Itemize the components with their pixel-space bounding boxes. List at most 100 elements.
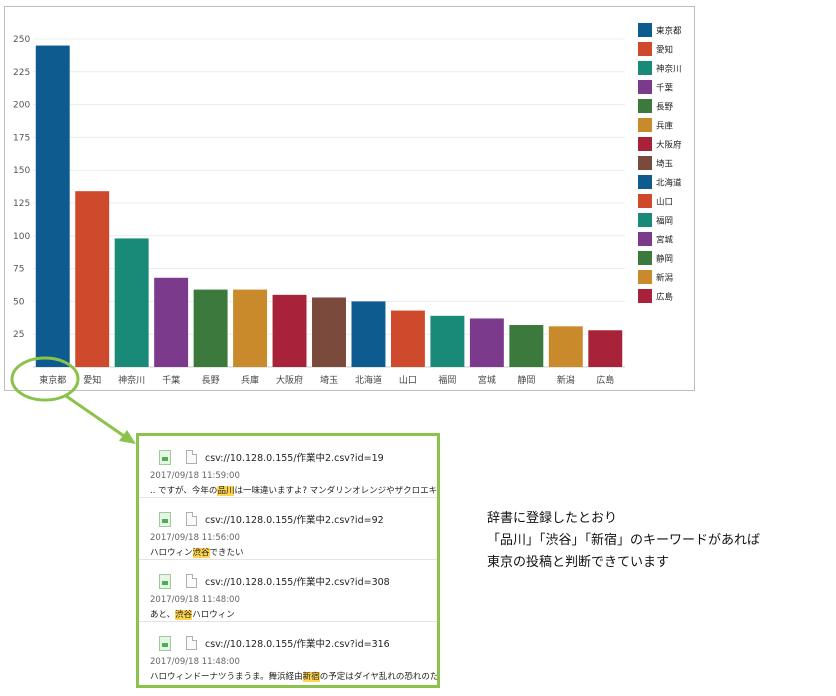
x-tick-label: 福岡	[438, 374, 456, 386]
legend-label: 千葉	[656, 83, 674, 94]
x-tick-label: 東京都	[39, 374, 66, 386]
x-tick-label: 大阪府	[276, 374, 303, 386]
legend-label: 大阪府	[656, 140, 682, 151]
annotation-text: 辞書に登録したとおり 「品川」「渋谷」「新宿」のキーワードがあれば 東京の投稿と…	[487, 508, 827, 574]
x-tick-label: 新潟	[557, 374, 575, 386]
bar	[75, 191, 110, 367]
x-tick-label: 北海道	[355, 374, 382, 386]
bar	[35, 45, 70, 368]
callout-arrowhead	[119, 430, 136, 444]
bar	[548, 326, 583, 367]
bar	[154, 277, 189, 367]
csv-file-icon	[159, 450, 171, 465]
legend-swatch	[638, 137, 652, 151]
bar	[588, 330, 623, 367]
bar	[272, 294, 307, 367]
legend-swatch	[638, 232, 652, 246]
legend-label: 宮城	[656, 235, 674, 246]
legend-swatch	[638, 175, 652, 189]
result-snippet: ハロウィン渋谷できたい	[150, 548, 244, 558]
legend-swatch	[638, 213, 652, 227]
y-tick-label: 50	[13, 297, 25, 307]
result-date: 2017/09/18 11:48:00	[150, 595, 240, 605]
legend-swatch	[638, 23, 652, 37]
csv-file-icon	[159, 574, 171, 589]
x-tick-label: 静岡	[517, 374, 535, 386]
legend-label: 長野	[656, 103, 674, 113]
x-tick-label: 宮城	[478, 374, 496, 386]
bar	[469, 318, 504, 367]
bar	[390, 310, 425, 367]
annotation-line: 東京の投稿と判断できています	[487, 555, 670, 570]
result-item[interactable]: csv://10.128.0.155/作業中2.csv?id=19 2017/0…	[139, 436, 437, 498]
y-tick-label: 125	[13, 199, 30, 209]
y-tick-label: 75	[13, 265, 24, 275]
y-tick-label: 150	[13, 166, 30, 176]
x-tick-label: 愛知	[83, 374, 101, 386]
legend-label: 福岡	[656, 216, 673, 227]
result-snippet: .. ですが、今年の品川は一味違いますよ? マンダリンオレンジやザクロエキスなど…	[150, 486, 437, 496]
y-tick-label: 25	[13, 330, 24, 340]
keyword-highlight: 渋谷	[192, 548, 210, 558]
legend-label: 兵庫	[656, 121, 674, 132]
search-results-panel: csv://10.128.0.155/作業中2.csv?id=19 2017/0…	[136, 433, 440, 688]
keyword-highlight: 新宿	[302, 672, 320, 682]
result-item[interactable]: csv://10.128.0.155/作業中2.csv?id=308 2017/…	[139, 560, 437, 622]
callout-line	[65, 394, 125, 438]
document-icon	[186, 636, 197, 650]
document-icon	[186, 574, 197, 588]
legend-swatch	[638, 251, 652, 265]
result-item[interactable]: csv://10.128.0.155/作業中2.csv?id=92 2017/0…	[139, 498, 437, 560]
legend-swatch	[638, 61, 652, 75]
legend-label: 埼玉	[656, 159, 674, 170]
bar	[312, 297, 346, 367]
x-tick-label: 神奈川	[118, 374, 145, 386]
result-link[interactable]: csv://10.128.0.155/作業中2.csv?id=308	[205, 577, 390, 588]
x-tick-label: 山口	[399, 375, 417, 386]
keyword-highlight: 渋谷	[175, 610, 193, 620]
bar	[114, 238, 149, 367]
document-icon	[186, 450, 197, 464]
bar	[509, 325, 544, 367]
legend-label: 神奈川	[656, 64, 682, 75]
y-tick-label: 200	[13, 101, 30, 111]
y-tick-label: 225	[13, 68, 30, 78]
annotation-line: 「品川」「渋谷」「新宿」のキーワードがあれば	[487, 533, 761, 548]
bar	[193, 289, 228, 367]
legend-swatch	[638, 42, 652, 56]
x-tick-label: 兵庫	[241, 374, 259, 386]
y-tick-label: 175	[13, 133, 30, 143]
chart-canvas: 255075100125150175200225250東京都 愛知 神奈川 千葉 長野兵…	[13, 23, 682, 386]
result-snippet: あと、渋谷ハロウィン	[150, 610, 235, 620]
result-link[interactable]: csv://10.128.0.155/作業中2.csv?id=316	[205, 639, 390, 650]
legend-swatch	[638, 156, 652, 170]
x-tick-label: 千葉	[162, 374, 180, 386]
legend-label: 山口	[656, 197, 673, 208]
csv-file-icon	[159, 512, 171, 527]
legend-swatch	[638, 118, 652, 132]
bar	[233, 289, 268, 367]
y-tick-label: 250	[13, 35, 30, 45]
result-date: 2017/09/18 11:48:00	[150, 657, 240, 667]
legend-label: 新潟	[656, 273, 674, 284]
y-tick-label: 100	[13, 232, 30, 242]
x-tick-label: 広島	[596, 374, 614, 386]
x-tick-label: 埼玉	[320, 374, 338, 386]
bar	[351, 301, 386, 367]
legend-swatch	[638, 99, 652, 113]
legend-label: 東京都	[656, 26, 682, 37]
legend-swatch	[638, 289, 652, 303]
legend-label: 広島	[656, 292, 674, 303]
result-date: 2017/09/18 11:59:00	[150, 471, 240, 481]
bar	[430, 315, 465, 367]
result-link[interactable]: csv://10.128.0.155/作業中2.csv?id=92	[205, 515, 384, 526]
result-link[interactable]: csv://10.128.0.155/作業中2.csv?id=19	[205, 453, 384, 464]
legend-swatch	[638, 270, 652, 284]
legend-label: 静岡	[656, 254, 673, 265]
csv-file-icon	[159, 636, 171, 651]
result-item[interactable]: csv://10.128.0.155/作業中2.csv?id=316 2017/…	[139, 622, 437, 684]
legend-label: 北海道	[656, 178, 682, 189]
result-snippet: ハロウィンドーナツうまうま。舞浜経由新宿の予定はダイヤ乱れの恐れのため頓挫	[150, 672, 439, 682]
legend-label: 愛知	[656, 45, 673, 56]
result-date: 2017/09/18 11:56:00	[150, 533, 240, 543]
